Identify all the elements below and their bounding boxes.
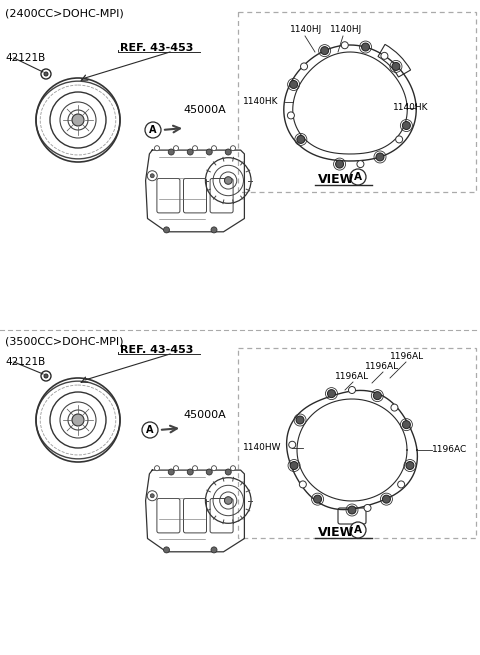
Circle shape <box>392 62 400 71</box>
Circle shape <box>225 149 231 155</box>
Circle shape <box>173 145 179 151</box>
Circle shape <box>383 495 390 503</box>
Circle shape <box>327 390 336 398</box>
Circle shape <box>402 421 410 428</box>
Text: 45000A: 45000A <box>183 105 226 115</box>
Circle shape <box>350 522 366 538</box>
Circle shape <box>297 136 305 143</box>
Circle shape <box>150 494 154 498</box>
Text: 1140HJ: 1140HJ <box>290 25 322 34</box>
Circle shape <box>142 422 158 438</box>
Wedge shape <box>378 45 410 77</box>
Circle shape <box>212 466 216 471</box>
Circle shape <box>155 145 159 151</box>
Circle shape <box>168 469 174 475</box>
Circle shape <box>155 466 159 471</box>
Circle shape <box>373 392 381 400</box>
Circle shape <box>187 469 193 475</box>
Text: REF. 43-453: REF. 43-453 <box>120 345 193 355</box>
Bar <box>238 348 476 538</box>
Circle shape <box>348 506 356 514</box>
Text: 1140HW: 1140HW <box>243 443 281 453</box>
Circle shape <box>288 112 294 119</box>
Text: 42121B: 42121B <box>5 357 45 367</box>
Circle shape <box>357 160 364 168</box>
Circle shape <box>230 466 236 471</box>
Circle shape <box>212 145 216 151</box>
Circle shape <box>72 414 84 426</box>
Circle shape <box>44 374 48 378</box>
Circle shape <box>321 47 329 54</box>
Circle shape <box>376 153 384 161</box>
Circle shape <box>313 495 322 503</box>
Circle shape <box>206 149 212 155</box>
Circle shape <box>225 469 231 475</box>
Circle shape <box>361 43 370 51</box>
Circle shape <box>364 504 371 512</box>
Circle shape <box>72 114 84 126</box>
Circle shape <box>300 63 308 70</box>
Circle shape <box>397 481 405 488</box>
Text: A: A <box>354 525 362 535</box>
Text: 42121B: 42121B <box>5 53 45 63</box>
Circle shape <box>145 122 161 138</box>
Text: A: A <box>146 425 154 435</box>
Circle shape <box>402 122 410 130</box>
Circle shape <box>211 547 217 553</box>
Text: A: A <box>354 172 362 182</box>
Text: (2400CC>DOHC-MPI): (2400CC>DOHC-MPI) <box>5 8 124 18</box>
Text: 1196AC: 1196AC <box>432 445 467 455</box>
Text: 1140HK: 1140HK <box>393 103 428 113</box>
Circle shape <box>41 371 51 381</box>
Text: 1196AL: 1196AL <box>365 362 399 371</box>
Text: 1196AL: 1196AL <box>390 352 424 361</box>
Circle shape <box>391 404 398 411</box>
Circle shape <box>192 466 197 471</box>
Circle shape <box>168 149 174 155</box>
Circle shape <box>225 496 232 504</box>
Text: 1140HK: 1140HK <box>243 98 278 107</box>
Circle shape <box>300 481 306 488</box>
Circle shape <box>341 42 348 48</box>
Bar <box>238 12 476 192</box>
Text: VIEW: VIEW <box>318 526 354 539</box>
Circle shape <box>336 160 344 168</box>
Circle shape <box>41 69 51 79</box>
Circle shape <box>290 462 298 470</box>
Circle shape <box>289 81 298 88</box>
Circle shape <box>206 469 212 475</box>
Circle shape <box>164 547 169 553</box>
Circle shape <box>173 466 179 471</box>
Circle shape <box>296 416 304 424</box>
Circle shape <box>396 136 403 143</box>
Circle shape <box>350 169 366 185</box>
Circle shape <box>150 174 154 178</box>
Text: VIEW: VIEW <box>318 173 354 186</box>
Circle shape <box>289 441 296 448</box>
Circle shape <box>225 177 232 184</box>
Text: 1140HJ: 1140HJ <box>330 25 362 34</box>
Circle shape <box>381 52 388 60</box>
Circle shape <box>164 227 169 233</box>
Circle shape <box>192 145 197 151</box>
Text: (3500CC>DOHC-MPI): (3500CC>DOHC-MPI) <box>5 336 123 346</box>
Text: 1196AL: 1196AL <box>335 372 369 381</box>
Text: A: A <box>149 125 157 135</box>
Text: REF. 43-453: REF. 43-453 <box>120 43 193 53</box>
Text: 45000A: 45000A <box>183 410 226 420</box>
Circle shape <box>187 149 193 155</box>
Circle shape <box>211 227 217 233</box>
Circle shape <box>230 145 236 151</box>
Circle shape <box>348 386 356 394</box>
Circle shape <box>44 72 48 76</box>
Circle shape <box>406 462 414 470</box>
